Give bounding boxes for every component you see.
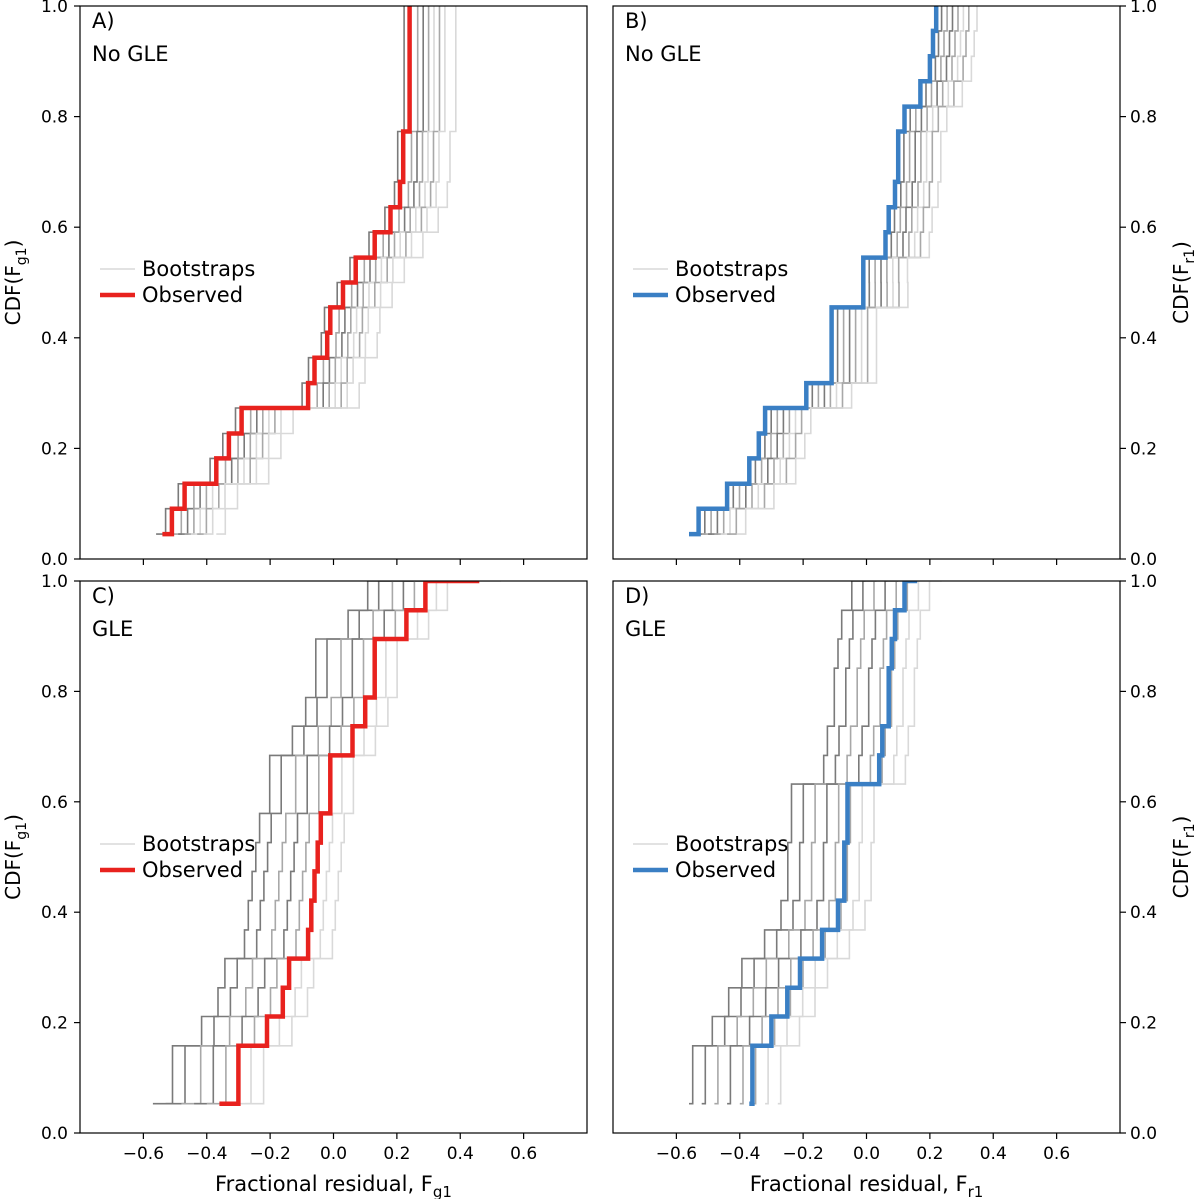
panel-label: B)	[625, 9, 648, 33]
panel-subtitle: GLE	[625, 617, 666, 641]
panel-label: D)	[625, 584, 649, 608]
plot-area	[156, 6, 457, 537]
legend-observed-label: Observed	[675, 283, 776, 307]
legend-bootstraps-label: Bootstraps	[675, 257, 788, 281]
y-axis-label: CDF(Fg1)	[1, 814, 30, 900]
x-tick-label: 0.2	[916, 1144, 943, 1164]
y-tick-label: 0.4	[1130, 329, 1157, 349]
y-tick-label: 0.4	[41, 329, 68, 349]
bootstrap-curve-8	[203, 6, 446, 535]
y-tick-label: 0.0	[1130, 1124, 1157, 1144]
bootstrap-curve-7	[727, 6, 970, 535]
plot-area	[689, 581, 942, 1106]
axes-frame	[79, 580, 588, 1134]
panel-subtitle: No GLE	[92, 42, 168, 66]
x-tick-label: 0.6	[510, 1144, 537, 1164]
observed-curve	[749, 581, 918, 1106]
bootstrap-curve-7	[232, 581, 491, 1105]
bootstrap-curve-1	[152, 581, 423, 1105]
y-tick-label: 0.0	[41, 1124, 68, 1144]
plot-area	[689, 6, 978, 537]
bootstrap-curve-9	[216, 6, 457, 535]
bootstrap-curve-4	[194, 581, 458, 1105]
legend-bootstraps-label: Bootstraps	[142, 832, 255, 856]
y-tick-label: 0.2	[1130, 439, 1157, 459]
observed-curve	[162, 6, 412, 537]
y-tick-label: 1.0	[1130, 0, 1157, 17]
observed-curve	[219, 581, 480, 1106]
panel-d: 0.0 0.2 0.4 0.6 0.8 1.0 −0.6 −0.4 −0.2 0.0 0.2 0.4 0…	[612, 572, 1198, 1199]
panel-label: A)	[92, 9, 115, 33]
panel-c: 0.0 0.2 0.4 0.6 0.8 1.0 −0.6 −0.4 −0.2 0.0 0.2 0.4 0…	[1, 572, 588, 1199]
bootstrap-curve-5	[206, 581, 469, 1105]
y-tick-label: 0.8	[1130, 108, 1157, 128]
x-tick-label: −0.2	[249, 1144, 290, 1164]
bootstrap-curve-2	[165, 581, 433, 1105]
bootstrap-curve-6	[720, 6, 965, 535]
y-tick-label: 0.2	[41, 1014, 68, 1034]
x-axis-label: Fractional residual, Fg1	[215, 1172, 452, 1199]
x-tick-label: 0.4	[980, 1144, 1007, 1164]
plot-area	[152, 581, 501, 1106]
y-tick-label: 0.0	[41, 550, 68, 570]
x-tick-label: 0.4	[447, 1144, 474, 1164]
x-tick-label: 0.0	[320, 1144, 347, 1164]
bootstrap-curve-3	[181, 581, 447, 1105]
y-axis-label: CDF(Fr1)	[1169, 816, 1198, 899]
x-tick-label: 0.0	[853, 1144, 880, 1164]
axes-frame	[612, 580, 1121, 1134]
y-tick-label: 0.8	[41, 682, 68, 702]
y-tick-label: 1.0	[1130, 572, 1157, 592]
y-tick-label: 0.6	[1130, 218, 1157, 238]
bootstrap-curve-8	[777, 581, 942, 1105]
y-tick-label: 0.2	[1130, 1014, 1157, 1034]
x-tick-label: −0.2	[782, 1144, 823, 1164]
panel-b: 0.0 0.2 0.4 0.6 0.8 1.0 CDF(Fr1) B) No GLE Bootst…	[612, 0, 1198, 570]
legend-bootstraps-label: Bootstraps	[142, 257, 255, 281]
y-axis-label: CDF(Fr1)	[1169, 241, 1198, 324]
legend-observed-label: Observed	[675, 858, 776, 882]
legend-bootstraps-label: Bootstraps	[675, 832, 788, 856]
panel-a: 0.0 0.2 0.4 0.6 0.8 1.0 CDF(Fg1) A) No GLE Bootst…	[1, 0, 588, 570]
y-tick-label: 1.0	[41, 572, 68, 592]
y-tick-label: 1.0	[41, 0, 68, 17]
bootstrap-curve-8	[736, 6, 978, 535]
y-axis-label: CDF(Fg1)	[1, 240, 30, 326]
x-tick-label: −0.6	[123, 1144, 164, 1164]
x-tick-label: −0.6	[656, 1144, 697, 1164]
x-tick-label: 0.2	[383, 1144, 410, 1164]
x-axis-label: Fractional residual, Fr1	[750, 1172, 984, 1199]
x-tick-label: −0.4	[719, 1144, 760, 1164]
y-tick-label: 0.8	[41, 108, 68, 128]
y-tick-label: 0.2	[41, 439, 68, 459]
y-tick-label: 0.0	[1130, 550, 1157, 570]
y-tick-label: 0.6	[1130, 793, 1157, 813]
y-tick-label: 0.6	[41, 218, 68, 238]
legend-observed-label: Observed	[142, 283, 243, 307]
y-tick-label: 0.4	[1130, 903, 1157, 923]
y-tick-label: 0.4	[41, 903, 68, 923]
panel-subtitle: GLE	[92, 617, 133, 641]
panel-subtitle: No GLE	[625, 42, 701, 66]
bootstrap-curve-8	[244, 581, 501, 1105]
observed-curve	[689, 6, 939, 537]
x-tick-label: 0.6	[1043, 1144, 1070, 1164]
legend-observed-label: Observed	[142, 858, 243, 882]
y-tick-label: 0.8	[1130, 682, 1157, 702]
x-tick-label: −0.4	[186, 1144, 227, 1164]
panel-label: C)	[92, 584, 115, 608]
y-tick-label: 0.6	[41, 793, 68, 813]
